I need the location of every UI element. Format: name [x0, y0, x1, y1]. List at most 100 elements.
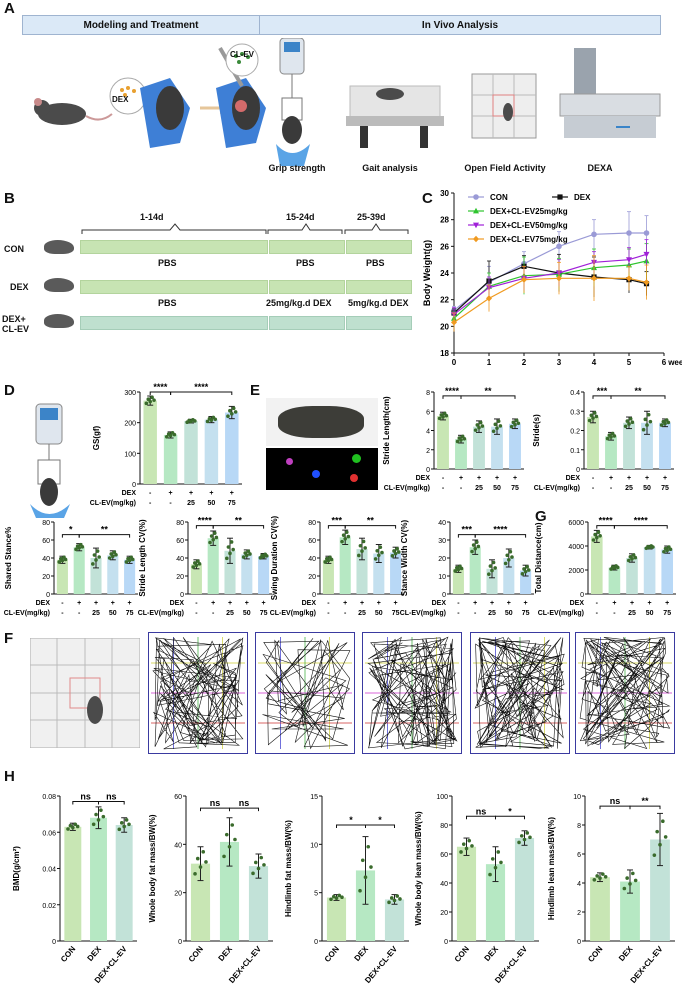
data-point [659, 423, 664, 427]
x-tick-label: 3 [557, 358, 562, 367]
mouse-illustration [34, 98, 113, 125]
y-axis-label: Whole body lean mass/BW(%) [414, 811, 423, 926]
treatment-clev-value: 75 [511, 485, 519, 492]
data-point [603, 874, 608, 879]
whole-body-lean-chart: 0 20 40 60 80 100 Whole body lean mass/BW(%) ns… [414, 794, 539, 985]
significance-label: **** [634, 516, 649, 526]
data-point [112, 550, 117, 554]
footprint-dot-green [352, 454, 361, 463]
treatment-clev-value: 50 [505, 610, 513, 617]
data-point [96, 818, 101, 822]
data-point [517, 840, 521, 845]
line-marker [556, 243, 562, 250]
y-tick-label: 200 [124, 421, 136, 428]
bar [641, 422, 653, 469]
data-point [201, 850, 206, 854]
treatment-clev-label: CL-EV(mg/kg) [400, 610, 446, 617]
line-marker [643, 230, 650, 236]
data-point [591, 538, 596, 542]
line-marker [591, 275, 597, 282]
data-point [398, 897, 402, 901]
data-point [491, 560, 496, 565]
data-point [262, 863, 266, 867]
group-dex-clev: DEX+ CL-EV [2, 314, 29, 334]
timeline-dex-1 [80, 280, 268, 294]
data-point [395, 894, 400, 898]
timeline-con-3 [346, 240, 412, 254]
data-point [117, 827, 122, 832]
mouse-dexclev-icon [44, 314, 74, 328]
data-point [528, 835, 532, 840]
data-point [73, 822, 78, 827]
y-tick-label: 20 [438, 556, 446, 563]
data-point [77, 546, 81, 550]
bar [503, 558, 515, 594]
y-tick-label: 0.4 [570, 390, 580, 397]
data-point [340, 539, 344, 544]
bar [339, 537, 351, 594]
x-tick-label: 6 [662, 358, 667, 367]
data-point [587, 418, 592, 423]
line-marker [486, 295, 492, 302]
y-tick-label: 0.2 [570, 429, 580, 436]
significance-bracket [610, 395, 666, 399]
significance-bracket [61, 534, 80, 538]
treatment-dex-value: + [473, 600, 477, 607]
data-point [233, 410, 238, 414]
data-point [340, 895, 344, 900]
bar [258, 556, 270, 594]
treatment-clev-label: CL-EV(mg/kg) [90, 500, 136, 507]
data-point [60, 558, 65, 563]
y-tick-label: 0 [576, 467, 580, 474]
data-point [658, 842, 662, 847]
significance-label: **** [493, 525, 508, 535]
bar [204, 419, 219, 484]
y-axis-label: BMD(g/cm²) [12, 846, 21, 891]
data-point [665, 548, 669, 553]
bar [73, 547, 85, 594]
body-weight-chart: 18 20 22 24 26 28 30 0 1 2 3 4 5 6week Body Weight(g) C… [422, 189, 682, 367]
bar [326, 897, 347, 941]
treatment-clev-value: 50 [208, 500, 216, 507]
treatment-dex-value: - [592, 475, 595, 482]
gait-analysis-icon [346, 85, 444, 148]
data-point [358, 543, 363, 548]
treatment-clev-value: - [78, 610, 81, 617]
treatment-clev-value: - [460, 485, 463, 492]
y-axis-label: Stance Width CV(%) [400, 519, 409, 596]
y-tick-label: 0.06 [42, 830, 56, 837]
significance-bracket [336, 824, 366, 828]
treatment-dex-label: DEX [566, 475, 581, 482]
dexa-machine-icon [559, 48, 661, 138]
data-point [111, 554, 115, 558]
data-point [453, 569, 458, 573]
data-point [363, 875, 368, 879]
movement-trace [579, 637, 671, 750]
data-point [323, 560, 328, 564]
y-tick-label: 2 [577, 910, 581, 917]
data-point [344, 530, 349, 535]
data-point [493, 422, 498, 427]
data-point [329, 557, 334, 562]
line-marker [626, 275, 632, 282]
data-point [241, 555, 246, 559]
treatment-dex-label: DEX [302, 600, 317, 607]
panel-letter-f: F [4, 630, 14, 647]
treatment-clev-value: 50 [643, 485, 651, 492]
data-point [233, 837, 237, 842]
data-point [193, 872, 197, 876]
data-point [648, 419, 653, 424]
data-point [474, 540, 479, 544]
line-marker [451, 319, 457, 326]
panel-letter-a: A [4, 0, 15, 17]
data-point [628, 416, 633, 421]
group-con: CON [4, 244, 24, 254]
data-point [626, 558, 631, 563]
data-point [625, 876, 629, 880]
bar [190, 863, 211, 941]
y-tick-label: 80 [308, 520, 316, 527]
data-point [194, 563, 199, 567]
header-modeling: Modeling and Treatment [22, 15, 260, 35]
